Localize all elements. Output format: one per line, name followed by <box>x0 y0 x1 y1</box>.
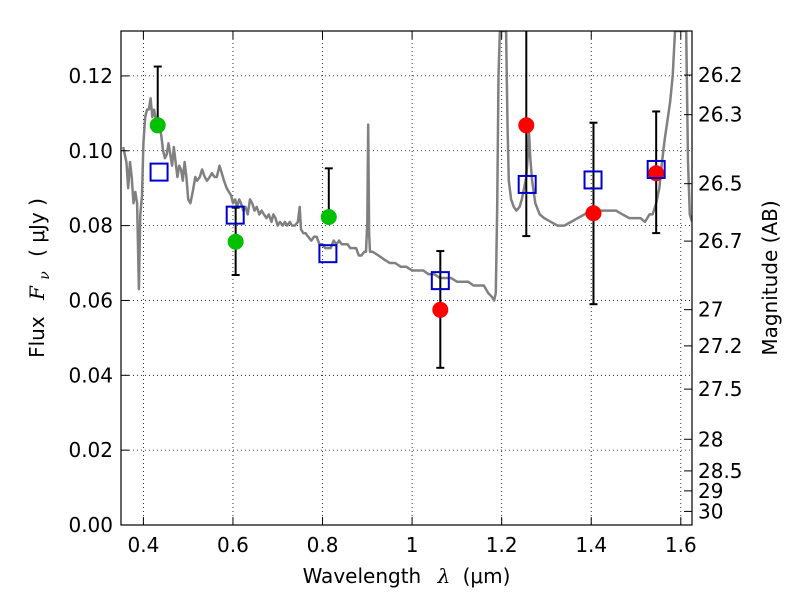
y-tick-label: 0.08 <box>68 214 113 238</box>
mag-tick-label: 27.2 <box>698 334 743 358</box>
plot-frame <box>120 30 693 526</box>
mag-tick-label: 29 <box>698 479 723 503</box>
x-tick-label: 0.4 <box>127 533 159 557</box>
x-axis-label-unit: (μm) <box>463 564 511 588</box>
model-spectrum <box>121 31 692 302</box>
y-tick-label: 0.10 <box>68 139 113 163</box>
observed-point <box>585 205 602 222</box>
mag-tick-label: 26.7 <box>698 229 743 253</box>
y-tick-label: 0.06 <box>68 288 113 312</box>
y-axis-label-text: Flux <box>25 316 49 358</box>
mag-tick-label: 27.5 <box>698 377 743 401</box>
grid-lines <box>121 31 692 526</box>
model-photometry-square <box>225 205 245 225</box>
y-tick-label: 0.04 <box>68 363 113 387</box>
y-axis-label: Flux F ν ( μJy ) <box>25 198 54 358</box>
mag-tick-label: 28.5 <box>698 459 743 483</box>
mag-tick-label: 26.2 <box>698 63 743 87</box>
y-tick-label: 0.12 <box>68 64 113 88</box>
x-tick-label: 0.8 <box>307 533 339 557</box>
observed-point <box>227 233 244 250</box>
observed-point <box>320 208 337 225</box>
model-photometry-square <box>149 162 169 182</box>
mag-tick-label: 26.3 <box>698 103 743 127</box>
model-photometry-square <box>646 159 666 179</box>
axis-ticks: 0.4 0.6 0.8 1 1.2 1.4 1.6 0.00 0.02 0.04 0.06 0.08 0… <box>68 31 743 557</box>
x-axis-label: Wavelength λ (μm) <box>303 564 511 588</box>
x-tick-label: 0.6 <box>217 533 249 557</box>
mag-tick-label: 26.5 <box>698 172 743 196</box>
model-photometry-square <box>430 271 450 291</box>
x-tick-label: 1.6 <box>665 533 697 557</box>
y-tick-label: 0.02 <box>68 438 113 462</box>
y-axis-label-unit: ( μJy ) <box>25 198 49 257</box>
y-axis-label-symbol: F <box>25 285 49 301</box>
y-axis-label-subscript: ν <box>37 271 53 280</box>
model-photometry-square <box>583 170 603 190</box>
x-tick-label: 1.2 <box>486 533 518 557</box>
x-tick-label: 1 <box>406 533 419 557</box>
x-tick-label: 1.4 <box>575 533 607 557</box>
observed-point <box>518 117 535 134</box>
x-axis-label-text: Wavelength <box>303 564 422 588</box>
y-tick-label: 0.00 <box>68 513 113 537</box>
observed-point <box>149 117 166 134</box>
observed-point <box>432 301 449 318</box>
model-photometry-square <box>318 244 338 264</box>
model-photometry-square <box>517 174 537 194</box>
data-points <box>149 117 666 318</box>
spectrum-line <box>121 31 692 302</box>
x-axis-label-symbol: λ <box>437 564 451 588</box>
mag-tick-label: 27 <box>698 298 723 322</box>
mag-tick-label: 28 <box>698 427 723 451</box>
magnitude-axis-label: Magnitude (AB) <box>758 200 782 355</box>
mag-tick-label: 30 <box>698 499 723 523</box>
error-bars <box>153 31 661 369</box>
